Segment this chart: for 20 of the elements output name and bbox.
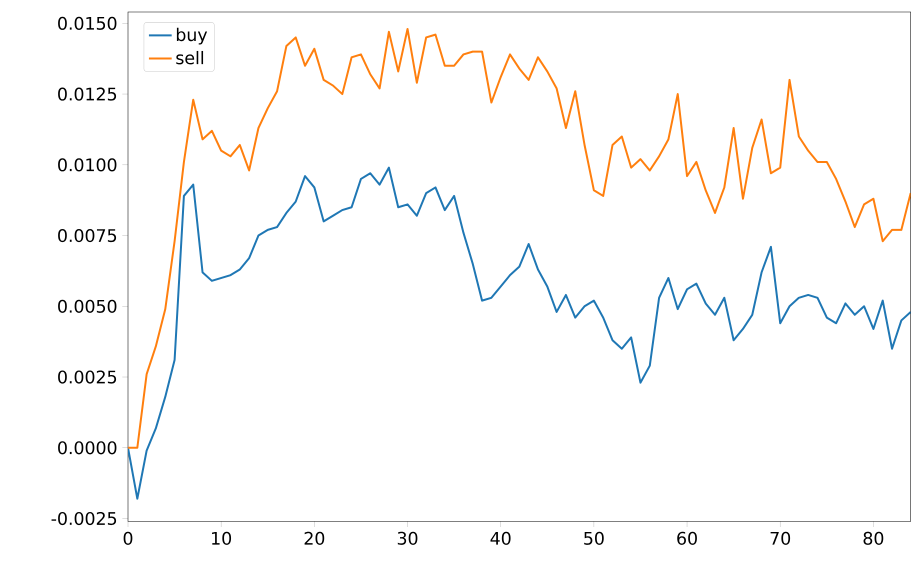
y-tick-label: 0.0075 bbox=[58, 228, 116, 242]
line-series bbox=[128, 28, 911, 449]
y-tick-label: 0.0025 bbox=[58, 370, 116, 384]
y-tick-label: 0.0050 bbox=[58, 300, 116, 313]
x-tick-label: 40 bbox=[490, 532, 511, 545]
y-tick-label: -0.0025 bbox=[52, 512, 116, 526]
x-tick-label: 60 bbox=[677, 532, 697, 545]
x-tick-label: 50 bbox=[584, 532, 604, 545]
y-tick-label: 0.0100 bbox=[58, 158, 116, 172]
x-tick-label: 20 bbox=[304, 532, 324, 545]
x-tick-label: 0 bbox=[124, 532, 132, 545]
y-tick-label: 0.0150 bbox=[58, 16, 116, 30]
y-tick-label: 0.0000 bbox=[58, 441, 116, 454]
x-tick-label: 70 bbox=[770, 532, 790, 545]
x-tick-label: 80 bbox=[864, 532, 884, 545]
x-tick-label: 10 bbox=[212, 532, 232, 545]
legend-label: buy bbox=[176, 28, 208, 45]
y-tick-label: 0.0125 bbox=[58, 88, 116, 101]
legend-label: sell bbox=[176, 50, 204, 64]
x-tick-label: 30 bbox=[398, 532, 418, 545]
